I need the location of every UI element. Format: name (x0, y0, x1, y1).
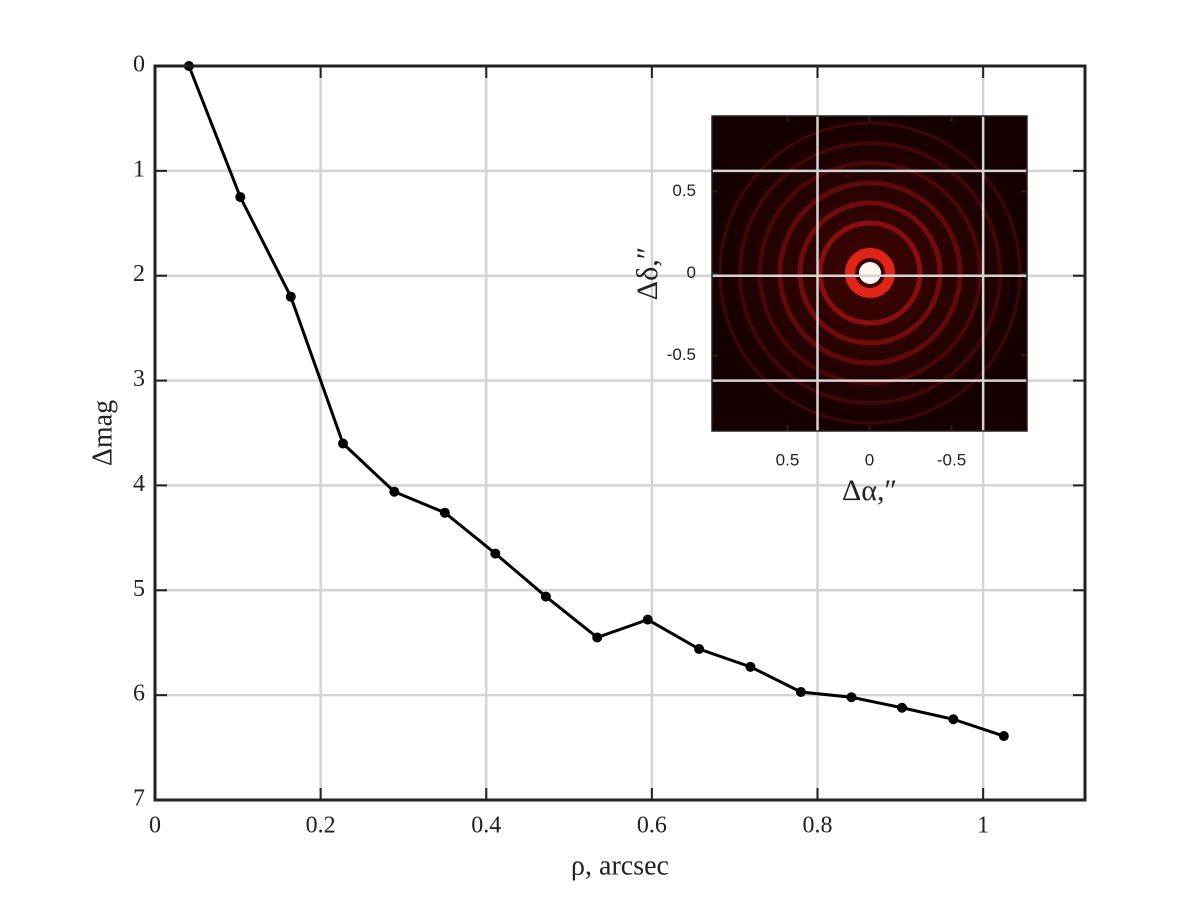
axes-frame (153, 64, 1087, 802)
x-tick-label: -0.5 (937, 450, 966, 469)
data-point (642, 614, 653, 625)
y-axis-label: Δmag (87, 400, 118, 466)
x-tick-label: 0.4 (471, 813, 501, 839)
y-tick-label: -0.5 (667, 345, 696, 364)
data-point (694, 644, 705, 655)
data-point (235, 192, 246, 203)
y-tick-label: 0 (133, 52, 145, 78)
data-point (592, 632, 603, 643)
y-tick-label: 5 (133, 576, 145, 602)
data-point (795, 686, 806, 697)
x-tick-label: 0 (149, 813, 161, 839)
axes-frame (711, 115, 1028, 432)
x-tick-label: 1 (977, 813, 989, 839)
y-tick-label: 6 (133, 681, 145, 707)
data-point (337, 438, 348, 449)
x-tick-label: 0.5 (776, 450, 800, 469)
data-point (745, 661, 756, 672)
y-tick-label: 0.5 (672, 181, 696, 200)
x-axis-label: Δα,″ (842, 474, 897, 507)
data-point (285, 291, 296, 302)
data-point (998, 731, 1009, 742)
y-tick-label: 2 (133, 261, 145, 287)
data-point (439, 507, 450, 518)
data-point (948, 714, 959, 725)
x-tick-label: 0.6 (637, 813, 667, 839)
y-tick-label: 3 (133, 366, 145, 392)
x-tick-label: 0.8 (803, 813, 833, 839)
data-point (896, 702, 907, 713)
y-axis-label: Δδ,″ (631, 247, 664, 300)
y-tick-label: 7 (133, 786, 145, 812)
x-tick-label: 0.2 (306, 813, 336, 839)
y-tick-label: 1 (133, 156, 145, 182)
data-point (540, 591, 551, 602)
data-point (490, 548, 501, 559)
x-tick-label: 0 (865, 450, 874, 469)
y-tick-label: 4 (133, 471, 145, 497)
speckle-image (712, 116, 1027, 431)
y-tick-label: 0 (687, 263, 696, 282)
data-point (389, 486, 400, 497)
x-axis-label: ρ, arcsec (571, 850, 669, 881)
data-point (846, 692, 857, 703)
